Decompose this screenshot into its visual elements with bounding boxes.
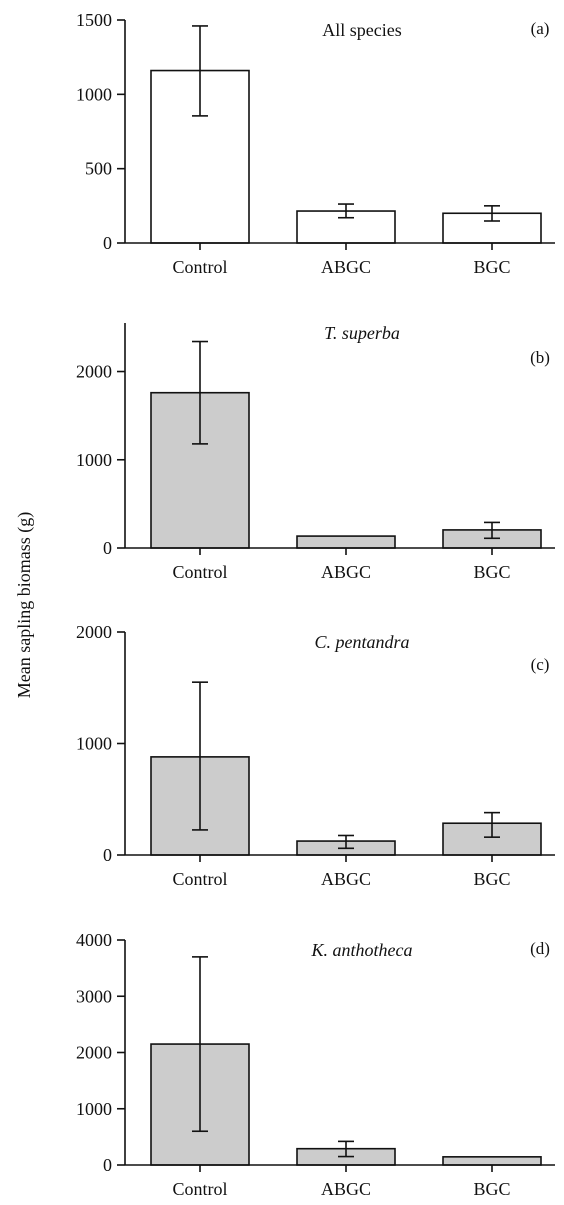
panel-letter: (a) bbox=[531, 19, 550, 38]
chart-panel: 0 1000 2000 3000 4000 Control ABGC BGC K. anthot… bbox=[76, 930, 555, 1199]
x-tick-label: ABGC bbox=[321, 257, 371, 277]
y-tick-label: 1000 bbox=[76, 1099, 112, 1119]
y-tick-label: 0 bbox=[103, 233, 112, 253]
x-tick-label: ABGC bbox=[321, 869, 371, 889]
x-tick-label: ABGC bbox=[321, 1179, 371, 1199]
y-tick-label: 500 bbox=[85, 159, 112, 179]
panel-title: All species bbox=[322, 20, 401, 40]
x-tick-label: BGC bbox=[473, 869, 510, 889]
panel-title: T. superba bbox=[324, 323, 400, 343]
y-tick-label: 4000 bbox=[76, 930, 112, 950]
x-tick-label: ABGC bbox=[321, 562, 371, 582]
y-tick-label: 1000 bbox=[76, 84, 112, 104]
panel-letter: (c) bbox=[531, 655, 550, 674]
y-tick-label: 0 bbox=[103, 1155, 112, 1175]
x-tick-label: Control bbox=[172, 1179, 227, 1199]
y-tick-label: 0 bbox=[103, 845, 112, 865]
x-tick-label: BGC bbox=[473, 562, 510, 582]
chart-panel: 0 500 1000 1500 Control ABGC BGC All species (a) bbox=[76, 10, 555, 277]
panel-title: K. anthotheca bbox=[311, 940, 413, 960]
chart-panel: 0 1000 2000 Control ABGC BGC T. superba (b) bbox=[76, 323, 555, 582]
y-tick-label: 2000 bbox=[76, 362, 112, 382]
y-tick-label: 2000 bbox=[76, 1043, 112, 1063]
x-tick-label: BGC bbox=[473, 257, 510, 277]
x-tick-label: Control bbox=[172, 257, 227, 277]
y-tick-label: 3000 bbox=[76, 986, 112, 1006]
y-tick-label: 0 bbox=[103, 538, 112, 558]
chart-panels: 0 500 1000 1500 Control ABGC BGC All species (a)… bbox=[76, 10, 555, 1199]
y-tick-label: 1000 bbox=[76, 450, 112, 470]
y-tick-label: 1500 bbox=[76, 10, 112, 30]
panel-letter: (d) bbox=[530, 939, 550, 958]
panel-title: C. pentandra bbox=[314, 632, 409, 652]
chart-panel: 0 1000 2000 Control ABGC BGC C. pentandra (c) bbox=[76, 622, 555, 889]
panel-letter: (b) bbox=[530, 348, 550, 367]
y-tick-label: 2000 bbox=[76, 622, 112, 642]
x-tick-label: Control bbox=[172, 869, 227, 889]
x-tick-label: BGC bbox=[473, 1179, 510, 1199]
y-tick-label: 1000 bbox=[76, 734, 112, 754]
x-tick-label: Control bbox=[172, 562, 227, 582]
y-axis-label: Mean sapling biomass (g) bbox=[14, 512, 35, 698]
bar bbox=[296, 535, 396, 549]
bar bbox=[442, 1156, 542, 1166]
